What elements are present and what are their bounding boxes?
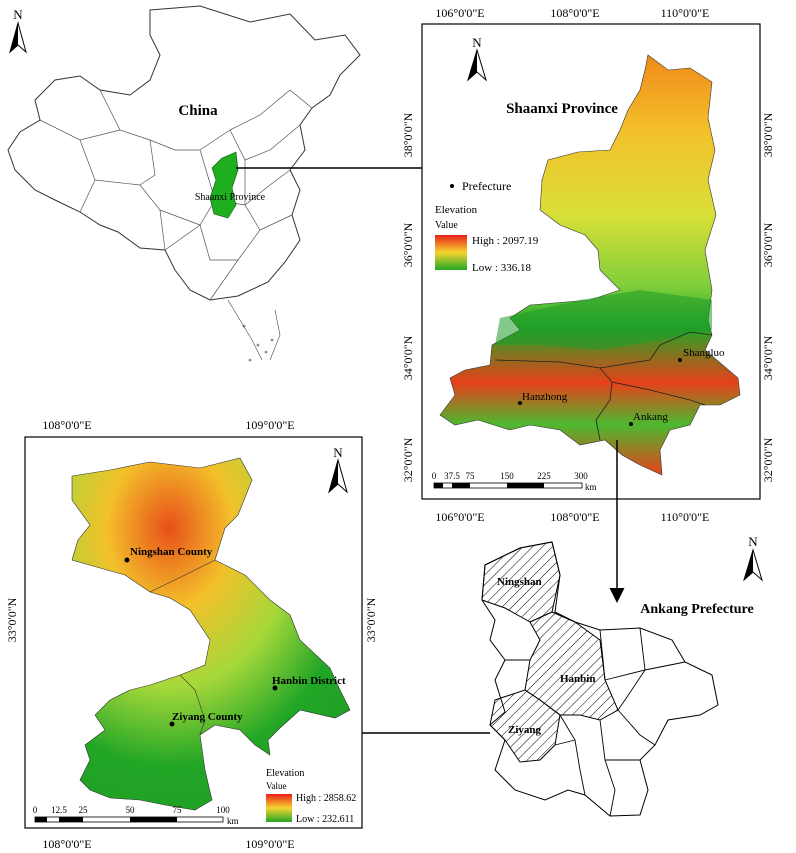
china-south-sea-islands	[227, 299, 281, 362]
shaanxi-top-tick: 108°0'0"E	[550, 6, 599, 20]
shangluo-dot	[678, 358, 682, 362]
ankang-label-hanbin: Hanbin	[560, 673, 595, 685]
legend-prefecture-label: Prefecture	[462, 179, 511, 193]
shaanxi-prefecture-borders	[494, 331, 713, 441]
shaanxi-scale-tick: 225	[537, 471, 551, 481]
study-top-tick: 109°0'0"E	[245, 418, 294, 432]
ankang-label-ningshan: Ningshan	[497, 576, 542, 588]
study-label-ningshan: Ningshan County	[130, 546, 213, 558]
study-label-ziyang: Ziyang County	[172, 711, 243, 723]
shaanxi-title: Shaanxi Province	[506, 101, 618, 117]
legend-value-label: Value	[435, 220, 458, 231]
ankang-county-ziyang	[489, 689, 561, 763]
shaanxi-right-tick: 36°0'0"N	[761, 222, 775, 267]
place-ankang: Ankang	[633, 411, 668, 423]
shaanxi-scale-tick: 150	[500, 471, 514, 481]
china-outline	[7, 5, 361, 301]
china-province-borders	[39, 89, 313, 301]
shaanxi-top-tick: 110°0'0"E	[661, 6, 710, 20]
place-hanzhong: Hanzhong	[522, 391, 568, 403]
place-shangluo: Shangluo	[683, 347, 725, 359]
shaanxi-north-arrow-icon	[467, 48, 487, 82]
shaanxi-top-tick: 106°0'0"E	[435, 6, 484, 20]
study-scale-tick: 0	[33, 805, 38, 815]
shaanxi-left-tick: 34°0'0"N	[401, 335, 415, 380]
ankang-north-arrow-icon	[743, 548, 763, 582]
shaanxi-right-tick: 34°0'0"N	[761, 335, 775, 380]
shaanxi-scale-tick: 0	[432, 471, 437, 481]
ankang-north-label: N	[748, 534, 758, 549]
china-title: China	[178, 103, 218, 119]
shaanxi-left-tick: 32°0'0"N	[401, 437, 415, 482]
ningshan-dot	[124, 557, 130, 563]
study-scale-tick: 12.5	[51, 805, 67, 815]
study-scale-tick: 25	[79, 805, 89, 815]
study-scale-tick: 100	[216, 805, 230, 815]
study-elevation-raster	[71, 457, 351, 811]
shaanxi-left-tick: 38°0'0"N	[401, 112, 415, 157]
legend-high-label: High : 2097.19	[472, 235, 539, 247]
ankang-dot	[629, 422, 633, 426]
legend-prefecture-symbol	[450, 184, 454, 188]
china-north-arrow-icon	[9, 21, 27, 54]
study-legend-elevation-ramp	[266, 794, 292, 822]
shaanxi-scale-unit: km	[585, 482, 597, 492]
study-left-tick: 33°0'0"N	[5, 597, 19, 642]
shaanxi-right-tick: 32°0'0"N	[761, 437, 775, 482]
shaanxi-valley-band	[495, 290, 712, 350]
hanbin-dot	[272, 685, 278, 691]
ankang-title: Ankang Prefecture	[640, 602, 753, 617]
study-county-borders	[149, 559, 216, 736]
study-top-tick: 108°0'0"E	[42, 418, 91, 432]
legend-elevation-title: Elevation	[435, 204, 478, 216]
study-scale-tick: 75	[173, 805, 183, 815]
shaanxi-scale-tick: 75	[466, 471, 476, 481]
shaanxi-north-label: N	[472, 35, 482, 50]
study-legend-low-label: Low : 232.611	[296, 814, 354, 825]
legend-low-label: Low : 336.18	[472, 262, 531, 274]
shaanxi-elevation-raster	[439, 54, 741, 476]
study-scale-tick: 50	[126, 805, 136, 815]
study-label-hanbin: Hanbin District	[272, 675, 346, 687]
ankang-label-ziyang: Ziyang	[508, 724, 542, 736]
china-north-label: N	[13, 7, 23, 22]
china-shaanxi-highlight	[209, 151, 239, 219]
study-scale-bar	[34, 816, 224, 823]
study-legend-value-label: Value	[266, 781, 287, 791]
shaanxi-right-tick: 38°0'0"N	[761, 112, 775, 157]
shaanxi-scale-tick: 300	[574, 471, 588, 481]
study-bottom-tick: 108°0'0"E	[42, 837, 91, 851]
shaanxi-scale-bar	[433, 482, 583, 489]
shaanxi-map: 106°0'0"E 108°0'0"E 110°0'0"E 106°0'0"E …	[401, 6, 775, 524]
china-shaanxi-label: Shaanxi Province	[195, 192, 266, 203]
hanzhong-dot	[518, 401, 522, 405]
shaanxi-left-tick: 36°0'0"N	[401, 222, 415, 267]
shaanxi-scale-tick: 37.5	[444, 471, 460, 481]
study-north-label: N	[333, 445, 343, 460]
shaanxi-bottom-tick: 108°0'0"E	[550, 510, 599, 524]
study-legend-high-label: High : 2858.62	[296, 793, 356, 804]
study-scale-unit: km	[227, 816, 239, 826]
study-north-arrow-icon	[328, 458, 348, 494]
ziyang-dot	[169, 721, 175, 727]
ankang-county-hanbin	[524, 611, 619, 721]
study-bottom-tick: 109°0'0"E	[245, 837, 294, 851]
shaanxi-bottom-tick: 110°0'0"E	[661, 510, 710, 524]
study-right-tick: 33°0'0"N	[364, 597, 378, 642]
study-map: 108°0'0"E 109°0'0"E 108°0'0"E 109°0'0"E …	[5, 418, 378, 851]
china-map: N China Shaanxi	[7, 5, 361, 362]
legend-elevation-ramp	[435, 235, 467, 270]
shaanxi-bottom-tick: 106°0'0"E	[435, 510, 484, 524]
ankang-map: N Ankang Prefecture Ningshan Hanbin Ziya…	[481, 534, 763, 817]
ankang-county-borders	[505, 627, 686, 817]
study-legend-elevation-title: Elevation	[266, 768, 304, 779]
